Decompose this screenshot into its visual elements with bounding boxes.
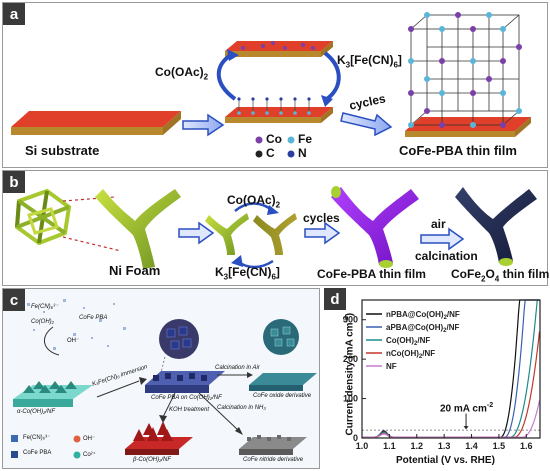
legend-oh: OH⁻ <box>83 436 96 442</box>
x-axis-label: Potential (V vs. RHE) <box>396 455 495 466</box>
annotation-arrow-head <box>463 426 469 430</box>
arrow-icon <box>247 372 253 378</box>
small-strut-2 <box>253 213 297 255</box>
pba-zoom-sphere <box>159 319 199 359</box>
legend-label: nCo(OH)2/NF <box>386 349 435 360</box>
calc-nh3-label: Calcination in NH₃ <box>217 405 266 411</box>
pba-on-cooh-label: CoFe PBA on Co(OH)₂/NF <box>151 395 222 401</box>
arrow-icon <box>304 221 341 245</box>
panel-a-tag: a <box>3 3 25 25</box>
pba-on-cooh-substrate <box>145 371 225 393</box>
panel-a-product-label: CoFe-PBA thin film <box>399 143 517 158</box>
arrow-icon <box>139 377 147 385</box>
y-tick-label: 100 <box>343 394 358 404</box>
panel-c: c <box>2 288 320 469</box>
calc-air-label: Calcination in Air <box>215 365 260 371</box>
arrow-icon <box>159 415 167 423</box>
beta-cooh-substrate <box>125 421 193 455</box>
panel-c-tag: c <box>3 289 25 311</box>
fe-cn-slab <box>225 97 333 123</box>
pba-thin-film-label: CoFe-PBA thin film <box>317 267 426 281</box>
ni-foam-strut <box>95 189 181 269</box>
x-tick-label: 1.6 <box>520 441 533 451</box>
koh-label: KOH treatment <box>169 407 210 413</box>
oxide-zoom-sphere <box>263 319 299 355</box>
si-substrate-label: Si substrate <box>25 143 100 158</box>
panel-c-oh-label: OH⁻ <box>67 338 80 344</box>
panel-a-reagent-1: Co(OAc)2 <box>155 65 209 82</box>
ni-foam-label: Ni Foam <box>109 263 161 278</box>
oxide-substrate <box>249 373 317 391</box>
small-strut-1 <box>205 213 249 255</box>
y-tick-label: 0 <box>353 433 358 443</box>
pba-lattice <box>405 12 531 137</box>
x-tick-label: 1.4 <box>465 441 478 451</box>
series-line <box>362 400 541 438</box>
arrow-icon <box>235 427 243 435</box>
legend-n: N <box>298 146 307 160</box>
pba-coated-strut <box>331 187 419 265</box>
beta-cooh-label: β-Co(OH)₂/NF <box>133 457 172 463</box>
reference-annotation: 20 mA cm-2 <box>440 402 494 415</box>
legend-label: aPBA@Co(OH)2/NF <box>386 323 459 334</box>
panel-d-tag: d <box>324 288 346 310</box>
ni-foam-cage <box>14 188 72 246</box>
legend-c: C <box>266 146 275 160</box>
panel-c-cooh-label: Co(OH)₂ <box>31 319 54 325</box>
panel-b: b <box>2 170 550 286</box>
arrow-icon <box>178 221 215 245</box>
legend-label: Co(OH)2/NF <box>386 336 430 347</box>
legend-co2: Co²⁺ <box>83 452 96 458</box>
panel-b-tag: b <box>3 171 25 193</box>
calcination-label: calcination <box>415 249 478 263</box>
panel-b-illustration <box>14 186 537 269</box>
oxide-derivative-label: CoFe oxide derivative <box>253 393 312 399</box>
alpha-cooh-label: α-Co(OH)₂/NF <box>17 409 56 415</box>
x-tick-label: 1.3 <box>438 441 451 451</box>
alpha-cooh-substrate <box>13 381 93 407</box>
legend-cofepba: CoFe PBA <box>23 450 52 456</box>
x-tick-label: 1.5 <box>493 441 506 451</box>
cycle-arrow-right <box>323 51 341 101</box>
oxide-coated-strut <box>455 187 537 263</box>
curved-arrow <box>44 326 60 356</box>
legend-label: nPBA@Co(OH)2/NF <box>386 310 460 321</box>
arrow-icon <box>420 227 465 251</box>
si-substrate-slab <box>11 111 181 135</box>
y-tick-label: 200 <box>343 354 358 364</box>
panel-a-illustration <box>11 12 531 158</box>
panel-d: d 1.0 1.1 1.2 1.3 1.4 1.5 1.6 0 100 200 300 nPBA@C… <box>322 288 548 469</box>
panel-b-cycles-label: cycles <box>303 211 340 225</box>
y-tick-label: 300 <box>343 315 358 325</box>
oxide-thin-film-label: CoFe2O4 thin film <box>451 267 550 284</box>
arrow-icon <box>182 113 225 137</box>
x-tick-label: 1.2 <box>411 441 424 451</box>
plot-frame <box>361 299 541 439</box>
panel-b-reagent-2: K3[Fe(CN)6] <box>215 265 280 282</box>
arrow-icon <box>340 112 393 137</box>
nitride-derivative-label: CoFe nitride derivative <box>243 457 304 463</box>
legend-label: NF <box>386 362 397 371</box>
panel-c-fecn-label: Fe(CN)₆³⁻ <box>31 304 59 310</box>
legend-co: Co <box>266 132 282 146</box>
co-slab <box>225 41 333 57</box>
lsv-chart: 1.0 1.1 1.2 1.3 1.4 1.5 1.6 0 100 200 300 nPBA@Co(… <box>343 299 541 451</box>
legend-fecn: Fe(CN)₆³⁻ <box>23 435 51 441</box>
panel-c-illustration <box>11 299 317 459</box>
nitride-substrate <box>239 435 307 455</box>
panel-a: a <box>2 2 548 168</box>
panel-a-reagent-2: K3[Fe(CN)6] <box>337 53 402 70</box>
y-axis-label: Current density (mA cm-2) <box>343 312 356 436</box>
legend-fe: Fe <box>298 132 313 146</box>
cycle-arrow-left <box>216 53 237 101</box>
panel-b-reagent-1: Co(OAc)2 <box>227 193 281 210</box>
x-tick-label: 1.1 <box>383 441 396 451</box>
air-label: air <box>431 217 446 231</box>
panel-c-cofepba-label: CoFe PBA <box>79 315 108 321</box>
x-tick-label: 1.0 <box>356 441 369 451</box>
